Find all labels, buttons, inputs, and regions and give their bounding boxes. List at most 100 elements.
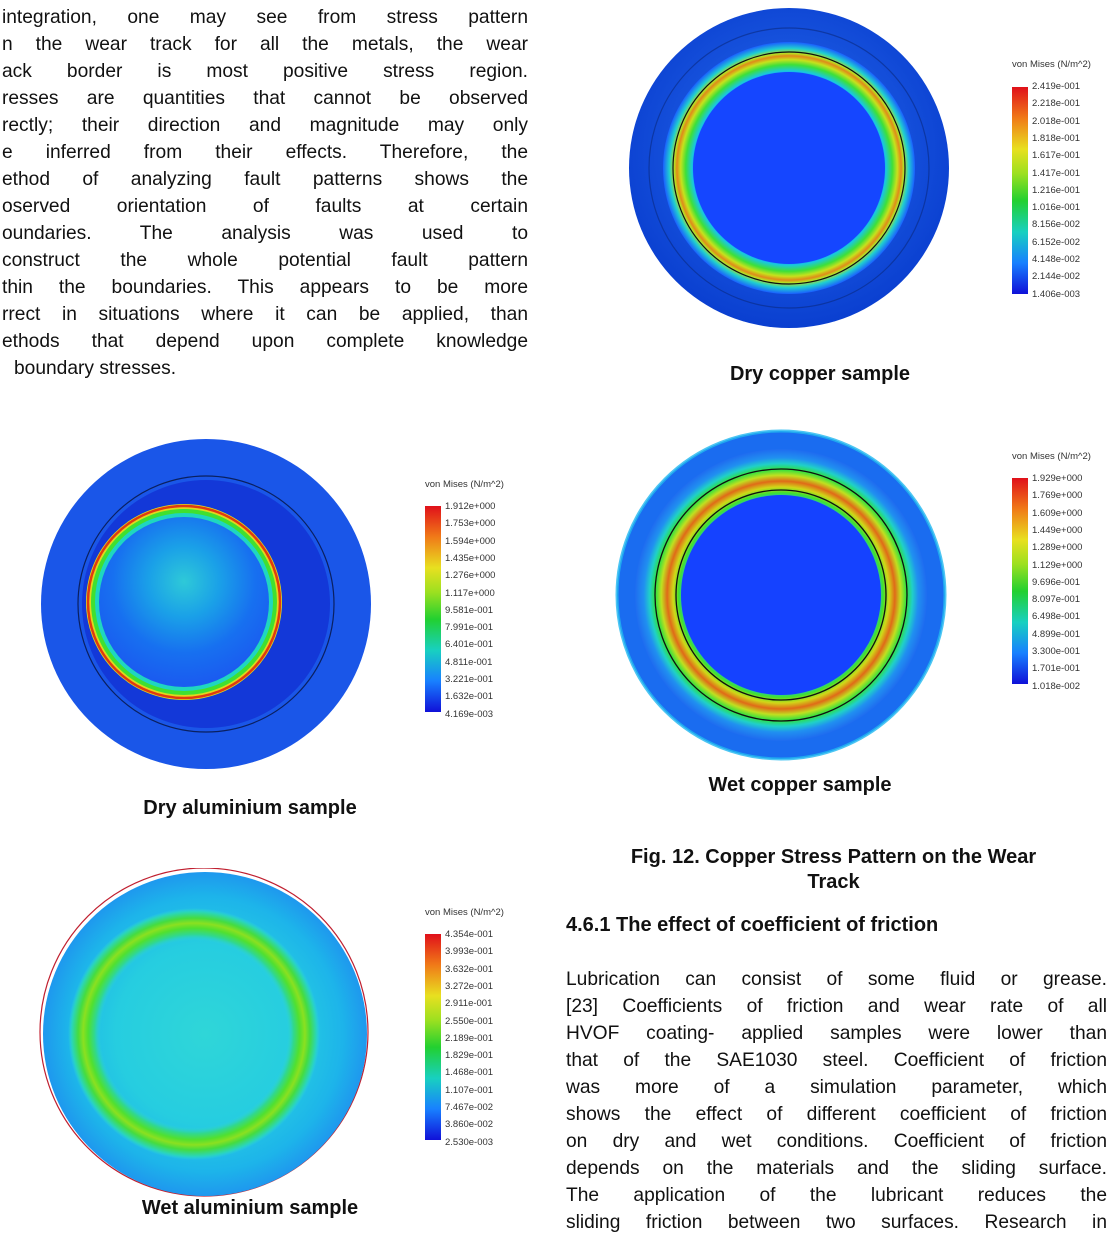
- tick-label: 8.156e-002: [1032, 219, 1081, 231]
- section-line: [23] Coefficients of friction and wear r…: [566, 996, 1107, 1017]
- tick-label: 1.594e+000: [445, 535, 496, 547]
- tick-label: 1.818e-001: [1032, 132, 1081, 144]
- tick-label: 1.435e+000: [445, 552, 496, 564]
- tick-label: 3.993e-001: [445, 946, 494, 958]
- section-line: on dry and wet conditions. Coefficient o…: [566, 1131, 1107, 1152]
- figure-caption-line: Fig. 12. Copper Stress Pattern on the We…: [630, 846, 1037, 868]
- tick-label: 9.581e-001: [445, 604, 494, 616]
- dry-aluminium-stress-plot: [41, 439, 371, 769]
- left-line: e inferred from their effects. Therefore…: [2, 142, 528, 163]
- tick-label: 7.991e-001: [445, 622, 494, 634]
- left-line: oserved orientation of faults at certain: [2, 196, 528, 217]
- tick-label: 1.016e-001: [1032, 202, 1081, 214]
- tick-label: 2.218e-001: [1032, 98, 1081, 110]
- tick-label: 1.018e-002: [1032, 680, 1081, 692]
- left-line: construct the whole potential fault patt…: [2, 250, 528, 271]
- figure-caption-line: Track: [807, 871, 860, 893]
- section-line: depends on the materials and the sliding…: [566, 1158, 1107, 1179]
- tick-label: 2.530e-003: [445, 1136, 494, 1148]
- tick-label: 4.148e-002: [1032, 254, 1081, 265]
- tick-label: 9.696e-001: [1032, 576, 1081, 588]
- tick-label: 1.829e-001: [445, 1050, 494, 1062]
- tick-label: 4.811e-001: [445, 656, 493, 668]
- section-line: sliding friction between two surfaces. R…: [566, 1212, 1107, 1233]
- section-line: Lubrication can consist of some fluid or…: [566, 969, 1107, 990]
- tick-label: 7.467e-002: [445, 1102, 494, 1113]
- dry-aluminium-caption: Dry aluminium sample: [143, 797, 357, 819]
- tick-label: 6.152e-002: [1032, 236, 1081, 248]
- dry-copper-caption: Dry copper sample: [729, 363, 911, 385]
- section-line: The application of the lubricant reduces…: [566, 1185, 1107, 1206]
- left-line: resses are quantities that cannot be obs…: [2, 88, 528, 109]
- legend-title: von Mises (N/m^2): [1012, 451, 1091, 462]
- tick-label: 1.632e-001: [445, 691, 494, 703]
- left-line: ack border is most positive stress regio…: [2, 61, 528, 82]
- left-line: oundaries. The analysis was used to: [2, 223, 528, 244]
- tick-label: 2.018e-001: [1032, 115, 1081, 127]
- tick-label: 3.221e-001: [445, 674, 494, 685]
- legend-title: von Mises (N/m^2): [1012, 59, 1091, 70]
- tick-label: 4.899e-001: [1032, 628, 1081, 640]
- tick-label: 2.550e-001: [445, 1015, 494, 1027]
- left-line: thin the boundaries. This appears to be …: [2, 277, 528, 298]
- tick-label: 8.097e-001: [1032, 594, 1081, 606]
- tick-label: 1.468e-001: [445, 1067, 494, 1079]
- tick-label: 1.289e+000: [1032, 542, 1083, 554]
- wet-copper-legend: von Mises (N/m^2) 1.929e+000 1.769e+000 …: [1012, 452, 1107, 692]
- tick-label: 1.117e+000: [445, 587, 495, 599]
- figure-caption: Fig. 12. Copper Stress Pattern on the We…: [560, 845, 1107, 895]
- tick-label: 2.144e-002: [1032, 271, 1081, 283]
- tick-label: 1.216e-001: [1032, 184, 1081, 196]
- colorbar: [1012, 478, 1028, 684]
- tick-label: 1.617e-001: [1032, 150, 1081, 162]
- section-line: shows the effect of different coefficien…: [566, 1104, 1107, 1125]
- tick-label: 6.498e-001: [1032, 611, 1081, 623]
- colorbar: [425, 506, 441, 712]
- tick-label: 1.701e-001: [1032, 663, 1081, 675]
- tick-label: 1.753e+000: [445, 518, 496, 530]
- legend-title: von Mises (N/m^2): [425, 479, 504, 490]
- left-line: rectly; their direction and magnitude ma…: [2, 115, 528, 136]
- tick-label: 4.354e-001: [445, 929, 494, 940]
- left-line: rrect in situations where it can be appl…: [2, 304, 528, 325]
- tick-label: 1.449e+000: [1032, 524, 1083, 536]
- legend-title: von Mises (N/m^2): [425, 907, 504, 918]
- tick-label: 3.860e-002: [445, 1119, 494, 1131]
- left-line: boundary stresses.: [14, 358, 177, 379]
- tick-label: 1.769e+000: [1032, 490, 1083, 502]
- dry-copper-stress-plot: [629, 8, 949, 328]
- tick-label: 4.169e-003: [445, 708, 494, 720]
- tick-label: 3.272e-001: [445, 980, 494, 992]
- left-line: ethod of analyzing fault patterns shows …: [2, 169, 528, 190]
- section-line: that of the SAE1030 steel. Coefficient o…: [566, 1050, 1107, 1071]
- dry-aluminium-legend: von Mises (N/m^2) 1.912e+000 1.753e+000 …: [425, 480, 520, 720]
- dry-copper-legend: von Mises (N/m^2) 2.419e-001 2.218e-001 …: [1012, 60, 1107, 300]
- wet-aluminium-stress-plot: [39, 868, 369, 1197]
- section-line: HVOF coating- applied samples were lower…: [566, 1023, 1107, 1044]
- tick-label: 6.401e-001: [445, 639, 494, 651]
- tick-label: 1.417e-001: [1032, 167, 1081, 179]
- tick-label: 1.912e+000: [445, 501, 496, 512]
- tick-label: 1.929e+000: [1032, 473, 1083, 484]
- tick-label: 1.129e+000: [1032, 559, 1083, 571]
- tick-label: 1.107e-001: [445, 1084, 494, 1096]
- wet-copper-caption: Wet copper sample: [708, 774, 892, 796]
- colorbar: [425, 934, 441, 1140]
- left-line: ethods that depend upon complete knowled…: [2, 331, 528, 352]
- tick-label: 1.276e+000: [445, 570, 496, 582]
- section-line: was more of a simulation parameter, whic…: [566, 1077, 1107, 1098]
- tick-label: 1.609e+000: [1032, 507, 1083, 519]
- tick-label: 2.911e-001: [445, 998, 493, 1010]
- wet-aluminium-legend: von Mises (N/m^2) 4.354e-001 3.993e-001 …: [425, 908, 520, 1148]
- tick-label: 3.632e-001: [445, 963, 494, 975]
- section-heading: 4.6.1 The effect of coefficient of frict…: [566, 914, 939, 936]
- wet-copper-stress-plot: [615, 429, 947, 761]
- tick-label: 1.406e-003: [1032, 288, 1081, 300]
- tick-label: 2.419e-001: [1032, 81, 1081, 92]
- tick-label: 2.189e-001: [445, 1032, 494, 1044]
- left-line: integration, one may see from stress pat…: [2, 7, 528, 28]
- wet-aluminium-caption: Wet aluminium sample: [141, 1197, 359, 1219]
- left-line: n the wear track for all the metals, the…: [2, 34, 528, 55]
- colorbar: [1012, 87, 1028, 294]
- tick-label: 3.300e-001: [1032, 646, 1081, 657]
